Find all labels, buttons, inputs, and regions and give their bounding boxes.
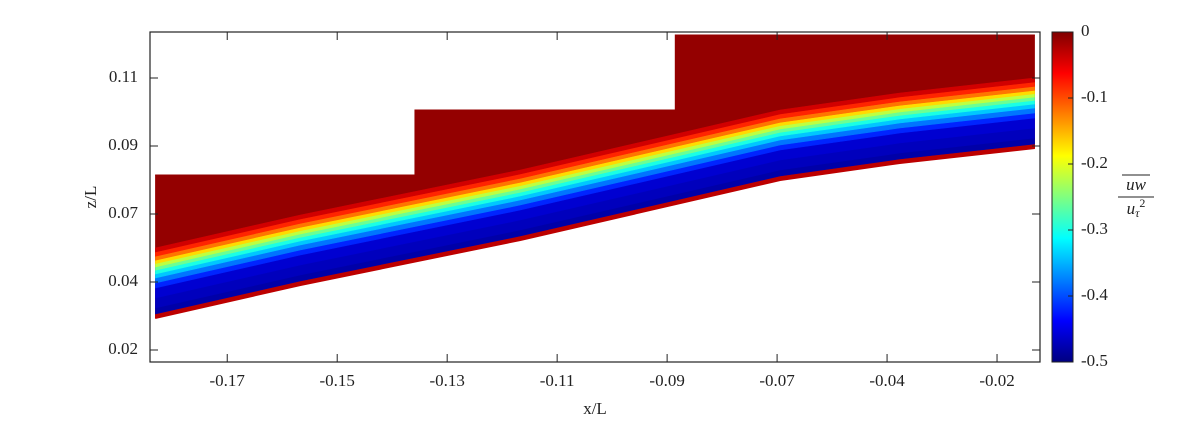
colorbar-label-numerator: uw [1126, 175, 1147, 194]
colorbar-tick-label: -0.3 [1081, 219, 1108, 238]
y-tick-label: 0.09 [108, 135, 138, 154]
colorbar-label: uw uτ2 [1118, 174, 1154, 220]
x-axis-label: x/L [583, 399, 607, 418]
denominator-base: u [1127, 199, 1136, 218]
field-band [155, 77, 1035, 253]
colorbar-label-denominator: uτ2 [1127, 196, 1146, 220]
x-tick-label: -0.07 [759, 371, 795, 390]
field-bands [155, 77, 1035, 318]
wall-line [154, 147, 1036, 319]
x-tick-label: -0.15 [319, 371, 354, 390]
y-tick-label: 0.11 [109, 67, 138, 86]
colorbar-tick-label: -0.5 [1081, 351, 1108, 370]
colorbar [1051, 31, 1074, 363]
y-tick-label: 0.07 [108, 203, 138, 222]
x-tick-label: -0.02 [979, 371, 1014, 390]
colorbar-tick-label: -0.4 [1081, 285, 1108, 304]
y-tick-label: 0.02 [108, 339, 138, 358]
top-boundary [155, 34, 1035, 176]
x-tick-label: -0.09 [649, 371, 684, 390]
x-tick-label: -0.17 [210, 371, 246, 390]
colorbar-tick-label: -0.2 [1081, 153, 1108, 172]
y-tick-label: 0.04 [108, 271, 138, 290]
colorbar-tick-label: 0 [1081, 21, 1090, 40]
axes-frame [149, 31, 1041, 363]
denominator-sub: τ [1135, 206, 1140, 220]
denominator-sup: 2 [1139, 196, 1145, 210]
colorbar-tick-label: -0.1 [1081, 87, 1108, 106]
x-tick-label: -0.04 [869, 371, 905, 390]
y-axis-label: z/L [81, 186, 100, 209]
x-tick-label: -0.11 [540, 371, 575, 390]
x-tick-label: -0.13 [429, 371, 464, 390]
